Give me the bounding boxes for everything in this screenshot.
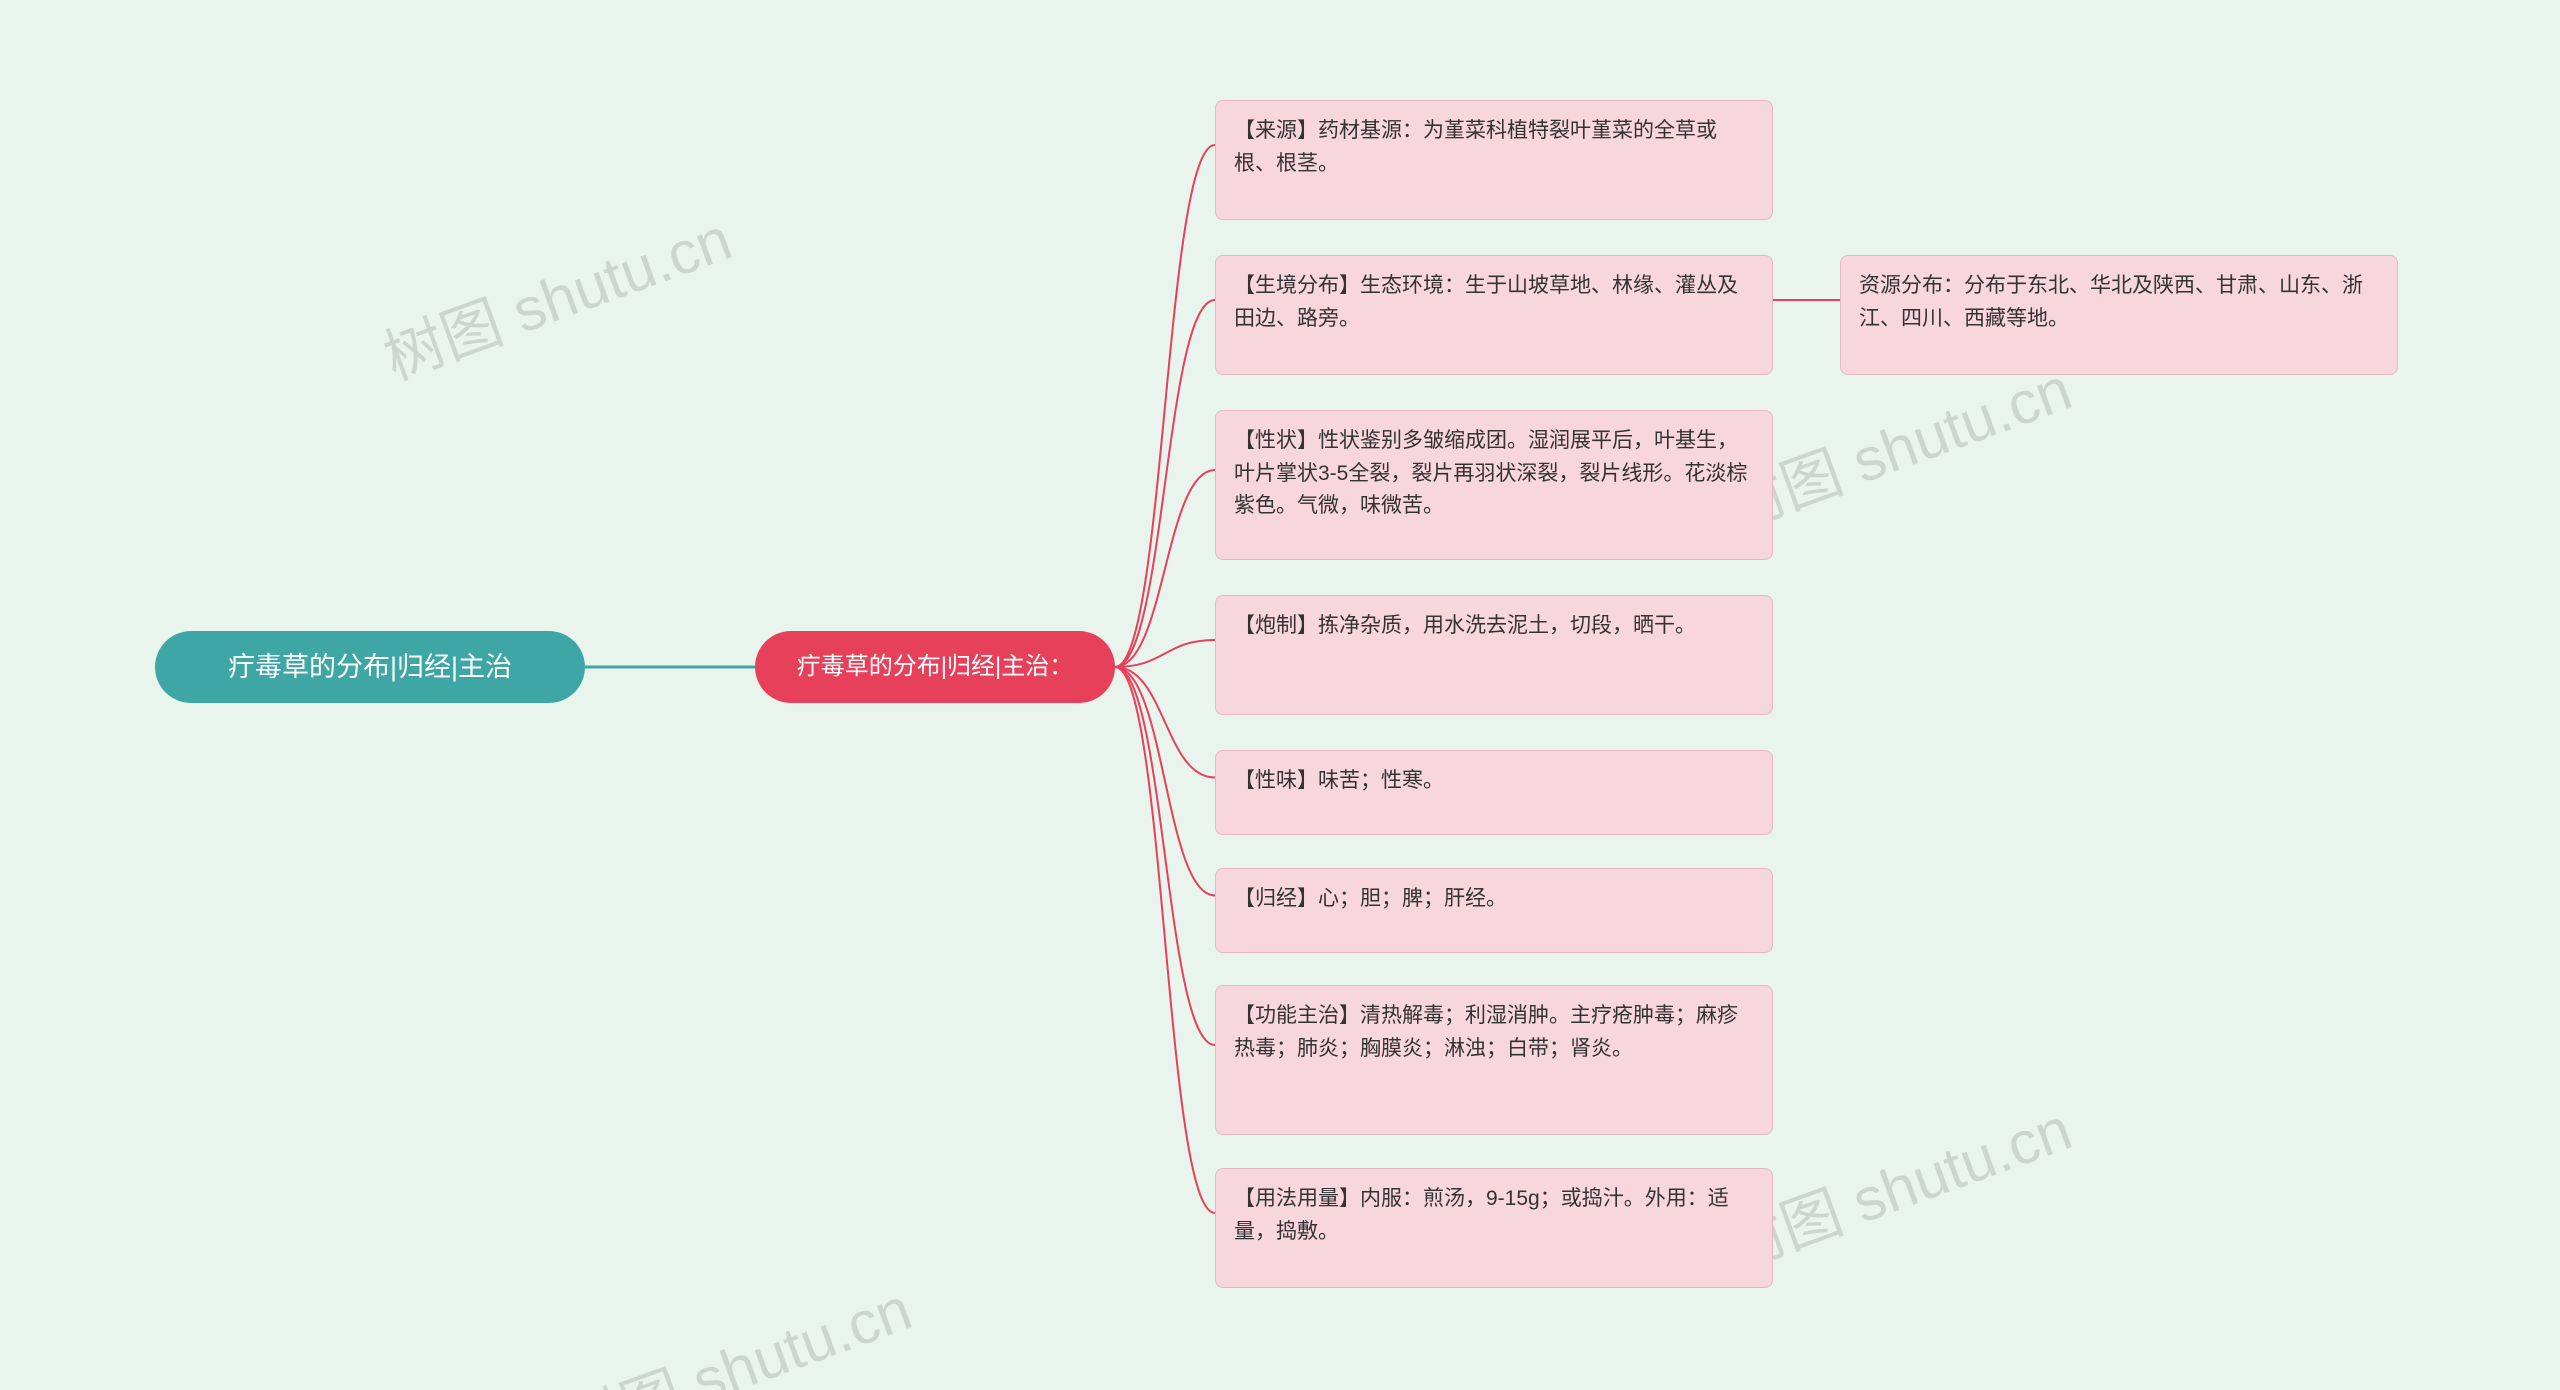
- watermark: 树图 shutu.cn: [550, 1261, 921, 1390]
- leaf-text: 【性状】性状鉴别多皱缩成团。湿润展平后，叶基生，叶片掌状3-5全裂，裂片再羽状深…: [1234, 429, 1747, 517]
- leaf-node[interactable]: 【功能主治】清热解毒；利湿消肿。主疗疮肿毒；麻疹热毒；肺炎；胸膜炎；淋浊；白带；…: [1215, 985, 1773, 1135]
- leaf-text: 【生境分布】生态环境：生于山坡草地、林缘、灌丛及田边、路旁。: [1234, 274, 1738, 330]
- leaf-text: 【归经】心；胆；脾；肝经。: [1234, 887, 1507, 910]
- leaf-node[interactable]: 【归经】心；胆；脾；肝经。: [1215, 868, 1773, 953]
- leaf-text: 【来源】药材基源：为堇菜科植特裂叶堇菜的全草或根、根茎。: [1234, 119, 1717, 175]
- leaf-text: 资源分布：分布于东北、华北及陕西、甘肃、山东、浙江、四川、西藏等地。: [1859, 274, 2363, 330]
- branch-label: 疔毒草的分布|归经|主治：: [797, 649, 1073, 685]
- leaf-node[interactable]: 【炮制】拣净杂质，用水洗去泥土，切段，晒干。: [1215, 595, 1773, 715]
- leaf-text: 【用法用量】内服：煎汤，9-15g；或捣汁。外用：适量，捣敷。: [1234, 1187, 1729, 1243]
- leaf-node[interactable]: 【生境分布】生态环境：生于山坡草地、林缘、灌丛及田边、路旁。: [1215, 255, 1773, 375]
- leaf-node[interactable]: 【性状】性状鉴别多皱缩成团。湿润展平后，叶基生，叶片掌状3-5全裂，裂片再羽状深…: [1215, 410, 1773, 560]
- leaf-node[interactable]: 【来源】药材基源：为堇菜科植特裂叶堇菜的全草或根、根茎。: [1215, 100, 1773, 220]
- leaf-text: 【炮制】拣净杂质，用水洗去泥土，切段，晒干。: [1234, 614, 1696, 637]
- leaf-node[interactable]: 【用法用量】内服：煎汤，9-15g；或捣汁。外用：适量，捣敷。: [1215, 1168, 1773, 1288]
- mindmap-canvas: 树图 shutu.cn 树图 shutu.cn 树图 shutu.cn 树图 s…: [0, 0, 2560, 1390]
- leaf-node[interactable]: 【性味】味苦；性寒。: [1215, 750, 1773, 835]
- leaf-node[interactable]: 资源分布：分布于东北、华北及陕西、甘肃、山东、浙江、四川、西藏等地。: [1840, 255, 2398, 375]
- leaf-text: 【性味】味苦；性寒。: [1234, 769, 1444, 792]
- branch-node[interactable]: 疔毒草的分布|归经|主治：: [755, 631, 1115, 703]
- watermark: 树图 shutu.cn: [370, 191, 741, 397]
- leaf-text: 【功能主治】清热解毒；利湿消肿。主疗疮肿毒；麻疹热毒；肺炎；胸膜炎；淋浊；白带；…: [1234, 1004, 1738, 1060]
- root-label: 疔毒草的分布|归经|主治: [228, 647, 512, 688]
- root-node[interactable]: 疔毒草的分布|归经|主治: [155, 631, 585, 703]
